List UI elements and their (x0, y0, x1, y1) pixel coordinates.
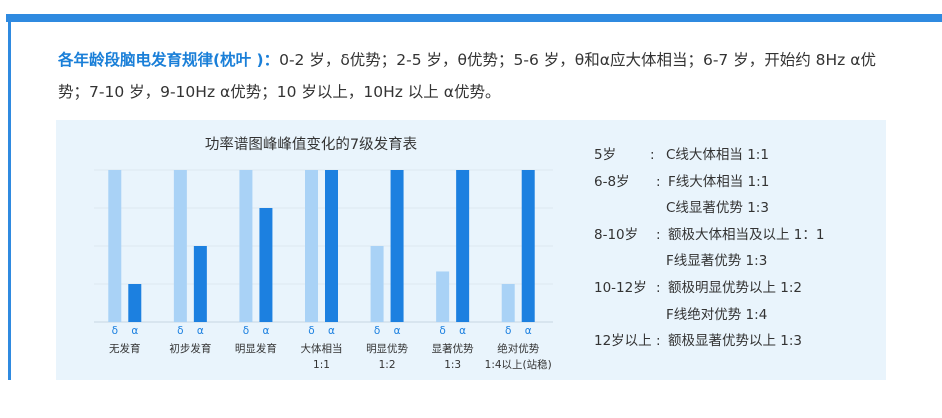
legend-age: 8-10岁 (594, 226, 639, 243)
legend-age: 6-8岁 (594, 173, 630, 190)
delta-bar-3 (305, 170, 318, 322)
legend-desc: 额极明显优势以上 1:2 (668, 279, 803, 296)
legend-row: 12岁以上: 额极显著优势以上 1:3 (594, 328, 894, 355)
alpha-symbol-4: α (394, 325, 401, 337)
alpha-bar-0 (128, 284, 142, 322)
delta-symbol-2: δ (243, 325, 249, 337)
legend-desc: 额极显著优势以上 1:3 (668, 333, 803, 350)
legend-colon: : (650, 147, 655, 163)
alpha-bar-1 (193, 246, 207, 322)
legend-desc: C线大体相当 1:1 (666, 147, 769, 163)
bottom-margin (0, 380, 942, 418)
delta-bar-4 (370, 246, 384, 322)
left-accent-bar (8, 18, 11, 380)
intro-heading: 各年龄段脑电发育规律(枕叶 )： (58, 51, 280, 69)
alpha-symbol-1: α (197, 325, 204, 337)
delta-bar-6 (501, 284, 515, 322)
delta-symbol-3: δ (308, 325, 314, 337)
category-label-6-0: 绝对优势 (497, 342, 539, 355)
legend-age: 5岁 (594, 147, 617, 163)
category-label-5-0: 显著优势 (432, 342, 474, 355)
intro-paragraph: 各年龄段脑电发育规律(枕叶 )：0-2 岁，δ优势；2-5 岁，θ优势；5-6 … (58, 44, 903, 108)
alpha-symbol-5: α (459, 325, 466, 337)
legend-row: F线显著优势 1:3 (594, 248, 894, 275)
legend-row: 8-10岁: 额极大体相当及以上 1：1 (594, 222, 894, 249)
chart-title: 功率谱图峰峰值变化的7级发育表 (205, 136, 418, 153)
legend-colon: : (656, 279, 661, 296)
category-label-2-0: 明显发育 (235, 342, 277, 355)
legend-colon: : (656, 173, 661, 190)
chart-grid (94, 169, 553, 323)
age-legend: 5岁: C线大体相当 1:1 6-8岁: F线大体相当 1:1 C线显著优势 1:3 8-… (594, 142, 894, 355)
alpha-symbol-2: α (262, 325, 269, 337)
delta-bar-1 (173, 170, 187, 322)
alpha-symbol-0: α (131, 325, 138, 337)
development-chart: 功率谱图峰峰值变化的7级发育表 δ α 无发育 δ α 初步发育 δ α 明显发育 δ α 大体相当 1… (94, 136, 553, 371)
category-label-0-0: 无发育 (109, 342, 140, 355)
alpha-bar-3 (325, 170, 338, 322)
alpha-bar-5 (456, 170, 470, 322)
legend-desc: C线显著优势 1:3 (666, 200, 769, 217)
legend-desc: F线显著优势 1:3 (666, 253, 768, 270)
category-label-1-0: 初步发育 (169, 342, 211, 355)
delta-symbol-1: δ (177, 325, 183, 337)
category-label-6-1: 1:4以上(站稳) (485, 358, 552, 371)
intro-text: 0-2 岁，δ优势；2-5 岁，θ优势；5-6 岁，θ和α应大体相当；6-7 岁… (58, 51, 876, 101)
legend-desc: F线绝对优势 1:4 (666, 306, 768, 323)
legend-desc: F线大体相当 1:1 (668, 173, 770, 190)
legend-desc: 额极大体相当及以上 1：1 (668, 226, 825, 243)
legend-row: 10-12岁: 额极明显优势以上 1:2 (594, 275, 894, 302)
alpha-bar-2 (259, 208, 273, 322)
legend-age: 10-12岁 (594, 279, 647, 296)
delta-symbol-4: δ (374, 325, 380, 337)
legend-age: 12岁以上 (594, 333, 652, 350)
legend-colon: : (656, 333, 661, 350)
category-label-3-0: 大体相当 (301, 342, 343, 355)
category-label-5-1: 1:3 (444, 359, 461, 371)
alpha-symbol-3: α (328, 325, 335, 337)
legend-row: F线绝对优势 1:4 (594, 302, 894, 329)
category-label-4-1: 1:2 (379, 359, 396, 371)
category-label-3-1: 1:1 (313, 359, 330, 371)
legend-colon: : (656, 226, 661, 243)
alpha-symbol-6: α (525, 325, 532, 337)
chart-tick-labels: δ α 无发育 δ α 初步发育 δ α 明显发育 δ α 大体相当 1:1 δ α 明显优势 1:2 δ α 显著优… (109, 325, 552, 371)
legend-row: 6-8岁: F线大体相当 1:1 (594, 169, 894, 196)
delta-symbol-5: δ (439, 325, 445, 337)
alpha-bar-6 (521, 170, 535, 322)
chart-bars (108, 170, 535, 322)
delta-bar-2 (239, 170, 253, 322)
category-label-4-0: 明显优势 (366, 342, 408, 355)
delta-bar-5 (436, 271, 450, 322)
delta-bar-0 (108, 170, 122, 322)
delta-symbol-6: δ (505, 325, 511, 337)
legend-row: C线显著优势 1:3 (594, 195, 894, 222)
top-accent-bar (6, 14, 942, 22)
legend-row: 5岁: C线大体相当 1:1 (594, 142, 894, 169)
delta-symbol-0: δ (112, 325, 118, 337)
alpha-bar-4 (390, 170, 404, 322)
